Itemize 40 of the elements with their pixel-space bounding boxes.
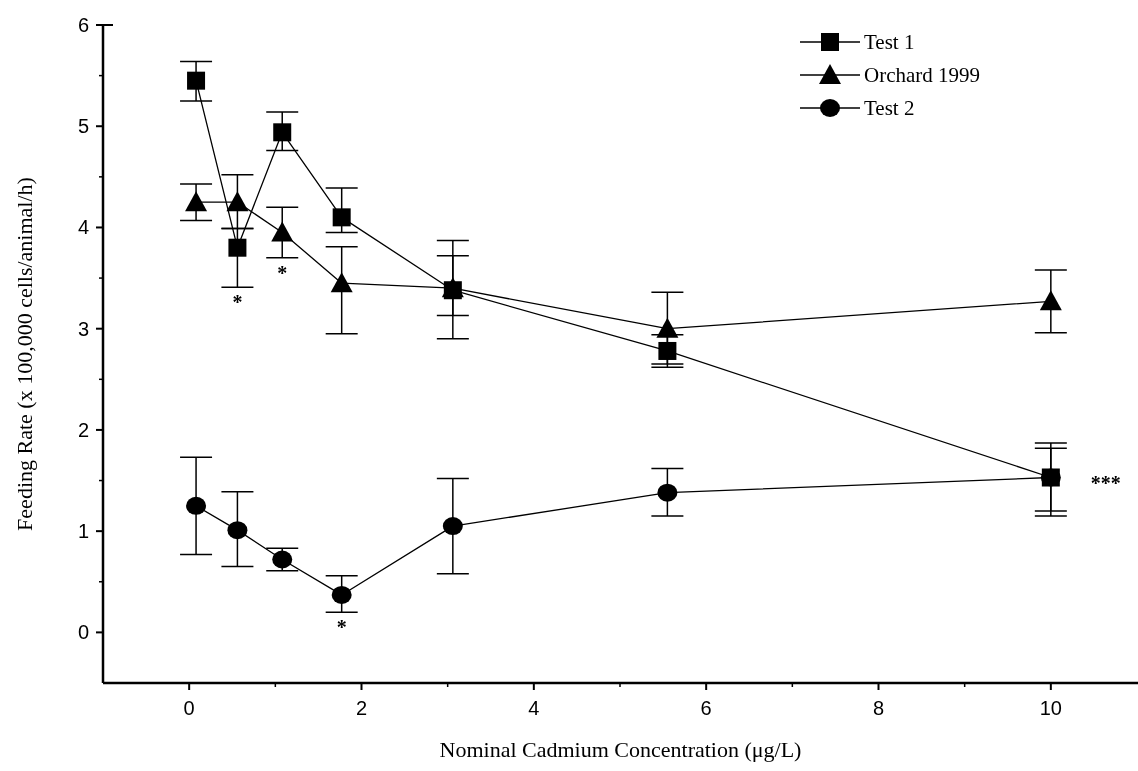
point [228,238,247,257]
point [1039,290,1062,311]
point [226,191,249,212]
x-tick-label: 2 [355,697,368,719]
point [331,585,352,604]
point [273,123,292,142]
x-axis-title: Nominal Cadmium Concentration (μg/L) [439,737,802,762]
point [185,191,208,212]
annotation: * [232,291,243,314]
annotation: *** [1090,471,1121,494]
point [187,71,206,90]
y-tick-label: 4 [77,216,89,239]
point [443,281,462,300]
y-tick-label: 0 [77,621,89,644]
point [442,517,463,536]
y-tick-label: 6 [77,14,89,36]
point [658,341,677,360]
point [1041,468,1060,487]
y-axis-title: Feeding Rate (x 100,000 cells/animal/h) [12,177,37,531]
point [330,272,353,293]
y-tick-label: 1 [77,520,89,543]
x-tick-label: 4 [528,697,540,719]
annotation: * [336,616,347,639]
point [657,483,678,502]
x-tick-label: 0 [183,697,195,719]
x-tick-label: 10 [1039,697,1062,719]
x-tick-label: 6 [700,697,712,719]
legend-label: Orchard 1999 [864,63,981,87]
point [186,496,207,515]
legend-label: Test 2 [864,96,915,120]
legend-label: Test 1 [864,30,915,54]
y-tick-label: 5 [77,115,89,138]
y-tick-label: 3 [77,317,89,340]
y-tick-label: 2 [77,418,89,441]
point [272,550,293,569]
x-tick-label: 8 [872,697,885,719]
point [332,208,351,227]
point [271,221,294,242]
point [227,521,248,540]
annotation: * [277,261,288,284]
